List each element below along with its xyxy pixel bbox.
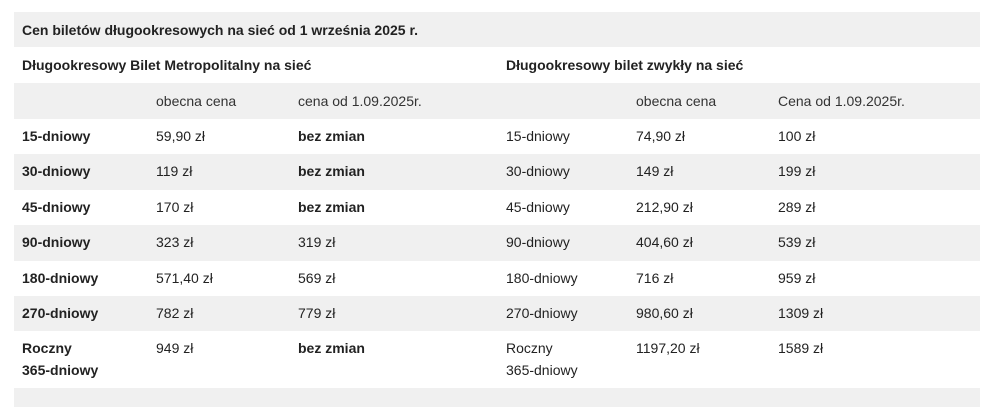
table-title: Cen biletów długookresowych na sieć od 1…	[14, 12, 981, 47]
table-title-row: Cen biletów długookresowych na sieć od 1…	[14, 12, 981, 47]
header-regular-new: Cena od 1.09.2025r.	[770, 83, 981, 119]
metro-ticket-label: 90-dniowy	[14, 225, 148, 261]
metro-ticket-label: 270-dniowy	[14, 295, 148, 332]
metro-new-price: 779 zł	[290, 295, 498, 332]
table-row: 45-dniowy 170 zł bez zmian 45-dniowy 212…	[14, 190, 980, 225]
metro-new-price: bez zmian	[298, 198, 365, 215]
section-metro-title: Długookresowy Bilet Metropolitalny na si…	[22, 57, 312, 73]
header-empty	[498, 83, 628, 119]
metro-ticket-label: 15-dniowy	[22, 128, 91, 144]
header-metro-new: cena od 1.09.2025r.	[290, 83, 498, 119]
table-row: 15-dniowy 59,90 zł bez zmian 15-dniowy 7…	[14, 119, 980, 154]
metro-new-price: bez zmian	[290, 154, 498, 190]
regular-current-price: 980,60 zł	[628, 295, 770, 332]
regular-ticket-label: 270-dniowy	[498, 295, 628, 332]
metro-label-line-1: Roczny	[22, 340, 72, 357]
regular-ticket-label: 180-dniowy	[506, 269, 578, 286]
metro-ticket-label: Roczny 365-dniowy	[14, 331, 148, 388]
metro-current-price: 949 zł	[156, 340, 194, 357]
regular-current-price: 1197,20 zł	[636, 340, 700, 357]
regular-ticket-label: 90-dniowy	[498, 225, 628, 261]
metro-ticket-label: 180-dniowy	[22, 269, 99, 286]
metro-current-price: 119 zł	[148, 154, 290, 190]
metro-current-price: 782 zł	[148, 295, 290, 332]
regular-ticket-label: 30-dniowy	[498, 154, 628, 190]
regular-new-price: 539 zł	[770, 225, 981, 261]
table-row: 90-dniowy 323 zł 319 zł 90-dniowy 404,60…	[14, 225, 981, 261]
table-row: 30-dniowy 119 zł bez zmian 30-dniowy 149…	[14, 154, 981, 190]
regular-new-price: 100 zł	[778, 128, 816, 144]
regular-new-price: 1589 zł	[778, 340, 824, 357]
regular-new-price: 289 zł	[778, 198, 816, 215]
regular-ticket-label: 15-dniowy	[506, 128, 570, 144]
price-table: Cen biletów długookresowych na sieć od 1…	[14, 12, 981, 408]
regular-label-line-2: 365-dniowy	[506, 362, 578, 379]
metro-new-price: bez zmian	[298, 128, 365, 144]
header-empty	[14, 83, 148, 119]
table-footer-cell	[14, 388, 981, 408]
section-header-row: Długookresowy Bilet Metropolitalny na si…	[14, 47, 980, 83]
regular-ticket-label: 45-dniowy	[506, 198, 570, 215]
table-footer-row	[14, 388, 981, 408]
regular-new-price: 199 zł	[770, 154, 981, 190]
regular-new-price: 1309 zł	[770, 295, 981, 332]
metro-new-price: 319 zł	[290, 225, 498, 261]
metro-ticket-label: 45-dniowy	[22, 198, 91, 215]
price-table-container: Cen biletów długookresowych na sieć od 1…	[14, 12, 981, 408]
table-row: 270-dniowy 782 zł 779 zł 270-dniowy 980,…	[14, 295, 981, 332]
metro-current-price: 59,90 zł	[156, 128, 206, 144]
regular-ticket-label: Roczny 365-dniowy	[498, 331, 628, 388]
header-regular-current: obecna cena	[628, 83, 770, 119]
metro-new-price: bez zmian	[298, 340, 365, 357]
metro-current-price: 323 zł	[148, 225, 290, 261]
section-regular-title: Długookresowy bilet zwykły na sieć	[506, 57, 744, 73]
metro-new-price: 569 zł	[298, 269, 336, 286]
regular-label-line-1: Roczny	[506, 340, 553, 357]
regular-current-price: 404,60 zł	[628, 225, 770, 261]
regular-current-price: 716 zł	[636, 269, 674, 286]
regular-current-price: 74,90 zł	[636, 128, 686, 144]
metro-label-line-2: 365-dniowy	[22, 362, 99, 379]
regular-current-price: 149 zł	[628, 154, 770, 190]
metro-ticket-label: 30-dniowy	[14, 154, 148, 190]
header-metro-current: obecna cena	[148, 83, 290, 119]
column-header-row: obecna cena cena od 1.09.2025r. obecna c…	[14, 83, 981, 119]
table-row: Roczny 365-dniowy 949 zł bez zmian Roczn…	[14, 331, 980, 388]
regular-new-price: 959 zł	[778, 269, 816, 286]
metro-current-price: 170 zł	[156, 198, 194, 215]
regular-current-price: 212,90 zł	[636, 198, 693, 215]
table-row: 180-dniowy 571,40 zł 569 zł 180-dniowy 7…	[14, 261, 980, 296]
metro-current-price: 571,40 zł	[156, 269, 213, 286]
